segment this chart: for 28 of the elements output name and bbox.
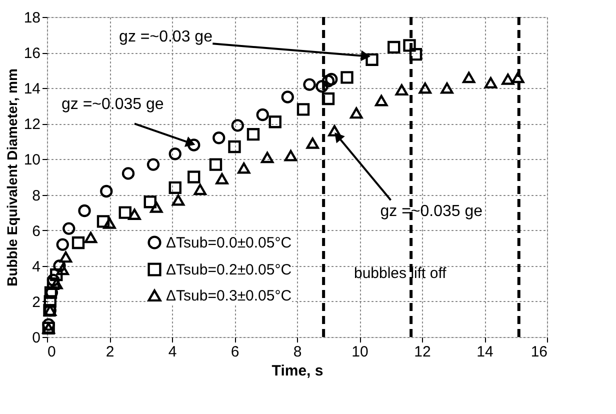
y-axis-title: Bubble Equivalent Diameter, mm: [4, 68, 20, 286]
legend-label: ΔTsub=0.2±0.05°C: [166, 262, 292, 278]
x-axis-title: Time, s: [272, 362, 324, 380]
y-tick-label: 14: [24, 80, 40, 98]
y-tick-label: 10: [24, 152, 40, 169]
y-tick-label: 12: [24, 116, 40, 134]
annotation: gz =~0.035 ge: [380, 202, 483, 220]
x-tick-label: 4: [168, 344, 177, 360]
annotation: gz =~0.035 ge: [61, 96, 164, 114]
y-tick-label: 0: [32, 330, 40, 346]
y-tick-label: 16: [24, 45, 40, 62]
y-tick-label: 18: [24, 10, 40, 26]
y-tick-label: 4: [32, 258, 40, 276]
y-tick-label: 6: [32, 222, 40, 240]
x-tick-label: 16: [530, 344, 548, 360]
legend-label: ΔTsub=0.3±0.05°C: [166, 288, 292, 304]
x-tick-label: 0: [48, 344, 56, 360]
x-tick-label: 2: [106, 344, 114, 360]
x-tick-label: 6: [230, 344, 240, 360]
annotation: gz =~0.03 ge: [119, 28, 213, 46]
y-tick-label: 8: [32, 187, 40, 204]
x-tick-label: 8: [293, 344, 302, 360]
x-tick-label: 10: [352, 344, 368, 360]
y-tick-label: 2: [32, 294, 40, 311]
x-tick-label: 12: [414, 344, 431, 360]
legend-label: ΔTsub=0.0±0.05°C: [166, 234, 292, 252]
x-tick-label: 14: [476, 344, 494, 360]
annotation: bubbles lift off: [354, 265, 448, 282]
